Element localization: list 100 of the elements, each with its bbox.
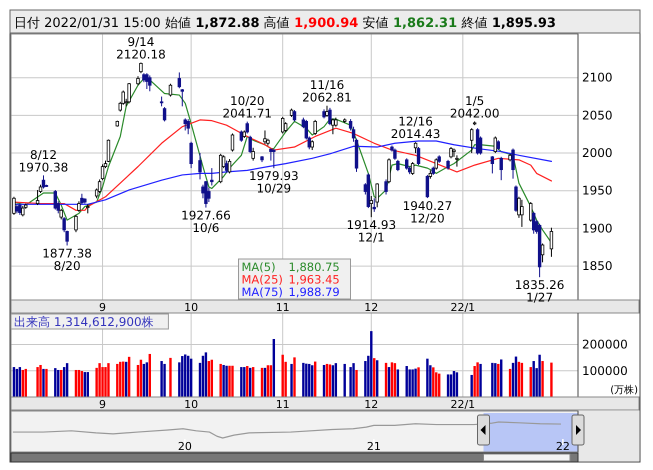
candlestick [136, 76, 140, 86]
bar [210, 360, 214, 397]
annotation: 12/16 2014.43 [390, 114, 440, 142]
candlestick [434, 158, 438, 170]
bar [22, 370, 24, 397]
bar [204, 352, 208, 397]
candlestick [148, 74, 152, 92]
candlestick [180, 88, 184, 107]
x-tick-label: 10 [184, 398, 198, 411]
chart-title: 日付 2022/01/31 15:00 始値 1,872.88 高値 1,900.94 安値 1,862.31 終値 1,895.93 [14, 16, 556, 31]
bar [163, 364, 166, 397]
bar [411, 369, 414, 397]
bar [208, 361, 210, 397]
candlestick [284, 122, 288, 132]
bar [494, 363, 497, 397]
candlestick [313, 119, 317, 136]
candlestick [292, 110, 296, 122]
bar [119, 362, 122, 397]
candlestick [184, 118, 187, 131]
bar [394, 363, 396, 397]
chart-title: 出来高 1,314,612,900株 [14, 315, 154, 329]
candlestick [396, 159, 400, 172]
bar [414, 368, 417, 397]
bar [57, 370, 60, 397]
bar [302, 362, 305, 397]
x-tick-label: 11 [276, 398, 290, 411]
candlestick [142, 72, 146, 83]
bar [62, 367, 66, 397]
bar [24, 368, 27, 397]
bar [370, 331, 372, 397]
bar [426, 358, 429, 397]
candlestick [416, 146, 420, 166]
candlestick [15, 204, 19, 214]
candlestick [446, 159, 450, 170]
annotation: 1914.93 12/1 [346, 218, 396, 245]
candlestick [490, 156, 494, 174]
bar [86, 372, 89, 397]
candlestick [532, 211, 536, 234]
bar [500, 359, 502, 397]
x-tick-label: 22/1 [450, 398, 476, 411]
candlestick [86, 204, 90, 214]
candlestick [230, 132, 234, 152]
candlestick [189, 141, 193, 169]
candlestick [470, 128, 474, 154]
candlestick [162, 106, 166, 122]
x-tick-label: 22/1 [450, 301, 476, 314]
candlestick [476, 128, 480, 156]
bar [219, 364, 222, 397]
bar [66, 363, 68, 397]
candlestick [272, 148, 276, 169]
candlestick [248, 135, 252, 154]
candlestick [178, 72, 182, 89]
x-tick-label: 12 [364, 398, 378, 411]
x-tick-label: 21 [366, 440, 381, 453]
candlestick [280, 116, 284, 134]
candlestick [372, 198, 376, 212]
bar [497, 364, 500, 397]
bar [266, 365, 270, 397]
candlestick [550, 227, 554, 258]
candlestick [127, 82, 131, 104]
bar [16, 368, 18, 397]
x-tick-label: 10 [184, 301, 198, 314]
bar [491, 362, 494, 397]
candlestick [393, 148, 397, 160]
candlestick [426, 174, 430, 199]
bar [541, 361, 544, 397]
candlestick [331, 118, 335, 135]
bar [246, 366, 248, 397]
bar [373, 358, 376, 397]
x-tick-label: 20 [178, 440, 192, 453]
bar [518, 362, 520, 397]
candlestick [246, 121, 249, 134]
candlestick [251, 147, 255, 162]
candlestick [540, 242, 544, 263]
candlestick [334, 117, 338, 128]
bar [473, 366, 476, 397]
bar [446, 374, 450, 397]
y-tick-label: 2050 [582, 108, 613, 122]
candlestick [139, 62, 143, 74]
bar [140, 360, 142, 397]
x-tick-label: 11 [276, 301, 290, 314]
bar [78, 370, 80, 397]
y-axis-title: (万株) [610, 384, 638, 396]
bar [344, 364, 346, 397]
y-tick-label: 1900 [582, 221, 613, 236]
bar [240, 367, 243, 397]
annotation: 11/16 2062.81 [302, 78, 352, 105]
bar [272, 338, 276, 397]
bar [376, 360, 378, 397]
candlestick [494, 136, 498, 154]
bar [84, 372, 86, 397]
candlestick [228, 158, 232, 174]
bar [128, 356, 130, 397]
annotation: 9/14 2120.18 [116, 35, 166, 62]
bar [550, 362, 553, 397]
bar [142, 364, 146, 397]
candlestick [210, 168, 214, 186]
annotation: 1940.27 12/20 [402, 199, 452, 226]
y-tick-label: 100000 [582, 364, 628, 378]
candlestick [520, 199, 524, 228]
